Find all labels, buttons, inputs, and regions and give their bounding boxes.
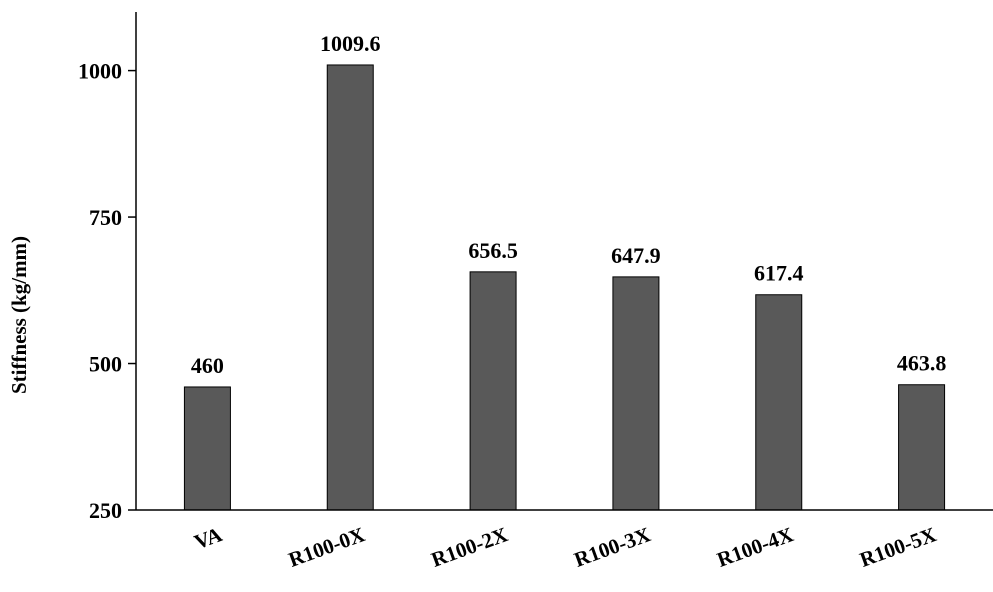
bar-r100-5x <box>898 384 946 511</box>
bar-va <box>183 386 231 511</box>
x-axis-categories: VA R100-0X R100-2X R100-3X R100-4X R100-5X <box>191 522 939 572</box>
x-category-label: R100-4X <box>714 522 797 572</box>
y-tick-label: 750 <box>89 205 122 230</box>
y-axis-title: Stiffness (kg/mm) <box>7 236 31 394</box>
bar-r100-4x <box>755 294 803 511</box>
bar-r100-2x <box>469 271 517 511</box>
bar-r100-0x <box>326 64 374 511</box>
data-label: 656.5 <box>468 238 518 263</box>
bar-r100-3x <box>612 276 660 511</box>
x-category-label: R100-5X <box>857 522 940 572</box>
y-tick-label: 1000 <box>78 59 122 84</box>
x-category-label: R100-3X <box>571 522 654 572</box>
data-label: 460 <box>191 353 224 378</box>
y-tick-label: 500 <box>89 352 122 377</box>
data-label: 647.9 <box>611 243 661 268</box>
data-label: 617.4 <box>754 261 804 286</box>
data-label: 463.8 <box>897 351 947 376</box>
y-tick-label: 250 <box>89 498 122 523</box>
y-axis-ticks: 250 500 750 1000 <box>78 59 136 523</box>
x-category-label: VA <box>191 522 226 554</box>
data-labels: 460 1009.6 656.5 647.9 617.4 463.8 <box>191 31 946 378</box>
data-label: 1009.6 <box>320 31 381 56</box>
x-category-label: R100-0X <box>285 522 368 572</box>
x-category-label: R100-2X <box>428 522 511 572</box>
bars <box>183 64 946 511</box>
